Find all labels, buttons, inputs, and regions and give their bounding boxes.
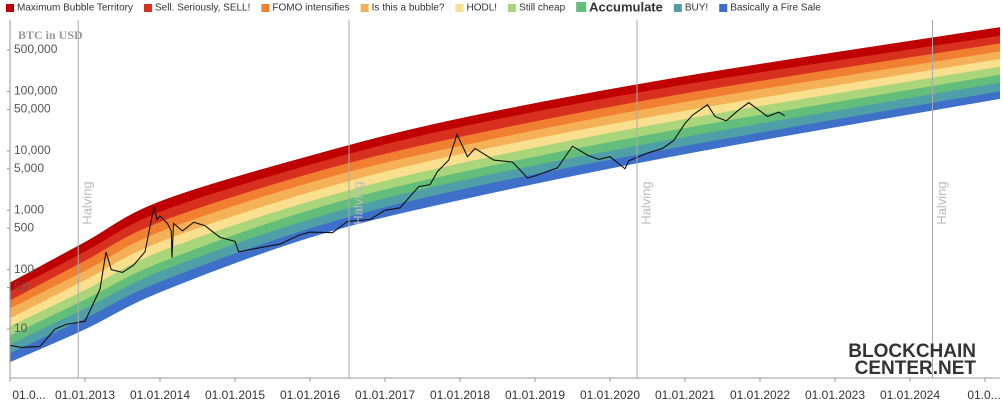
watermark: CENTER.NET	[855, 358, 977, 379]
x-tick-label: 01.01.2020	[580, 388, 640, 402]
legend-swatch	[508, 4, 517, 12]
legend-label: FOMO intensifies	[272, 3, 349, 14]
x-tick-label: 01.01.2019	[505, 388, 565, 402]
halving-label: Halving	[934, 181, 949, 224]
legend-swatch	[360, 4, 369, 12]
x-tick-label: 01.01.2015	[205, 388, 265, 402]
legend-label: HODL!	[466, 3, 497, 14]
y-tick-label: 5,000	[14, 161, 44, 175]
legend-swatch	[261, 4, 270, 12]
x-tick-label: 01.0...	[967, 388, 1000, 402]
y-tick-label: 50,000	[14, 102, 51, 116]
x-tick-label: 01.01.2022	[730, 388, 790, 402]
legend-label: Accumulate	[589, 0, 663, 14]
price-line	[10, 101, 786, 349]
plot-area	[10, 27, 1000, 363]
y-tick-label: 1,000	[14, 202, 44, 216]
legend-swatch	[719, 4, 728, 12]
legend-swatch	[673, 4, 682, 12]
rainbow-band	[10, 91, 1000, 363]
legend-label: Sell. Seriously, SELL!	[155, 3, 250, 14]
halving-label: Halving	[350, 181, 365, 224]
legend-label: Maximum Bubble Territory	[17, 3, 133, 14]
x-tick-label: 01.01.2023	[805, 388, 865, 402]
y-tick-label: 500	[14, 220, 34, 234]
legend-label: Still cheap	[519, 3, 566, 14]
y-tick-label: 10,000	[14, 143, 51, 157]
legend-swatch	[6, 4, 14, 12]
x-tick-label: 01.01.2021	[655, 388, 715, 402]
y-tick-label: 100,000	[14, 84, 58, 98]
y-tick-label: 10	[14, 321, 28, 335]
legend-label: Basically a Fire Sale	[730, 3, 821, 14]
x-tick-label: 01.01.2024	[880, 388, 940, 402]
legend-label: Is this a bubble?	[372, 3, 445, 14]
y-tick-label: 50	[14, 280, 28, 294]
x-tick-label: 01.01.2013	[55, 388, 115, 402]
x-tick-label: 01.01.2014	[130, 388, 190, 402]
legend-swatch	[143, 4, 152, 12]
y-tick-label: 500,000	[14, 42, 58, 56]
y-axis-label: BTC in USD	[18, 28, 83, 42]
legend-swatch	[455, 4, 464, 12]
legend-swatch	[576, 2, 587, 12]
halving-label: Halving	[638, 181, 653, 224]
watermark: BLOCKCHAIN	[848, 341, 976, 362]
x-tick-label: 01.01.2017	[355, 388, 415, 402]
legend-label: BUY!	[685, 3, 708, 14]
x-tick-label: 01.01.2018	[430, 388, 490, 402]
halving-label: Halving	[80, 181, 95, 224]
x-tick-label: 01.0...	[12, 388, 45, 402]
y-tick-label: 100	[14, 262, 34, 276]
x-tick-label: 01.01.2016	[280, 388, 340, 402]
